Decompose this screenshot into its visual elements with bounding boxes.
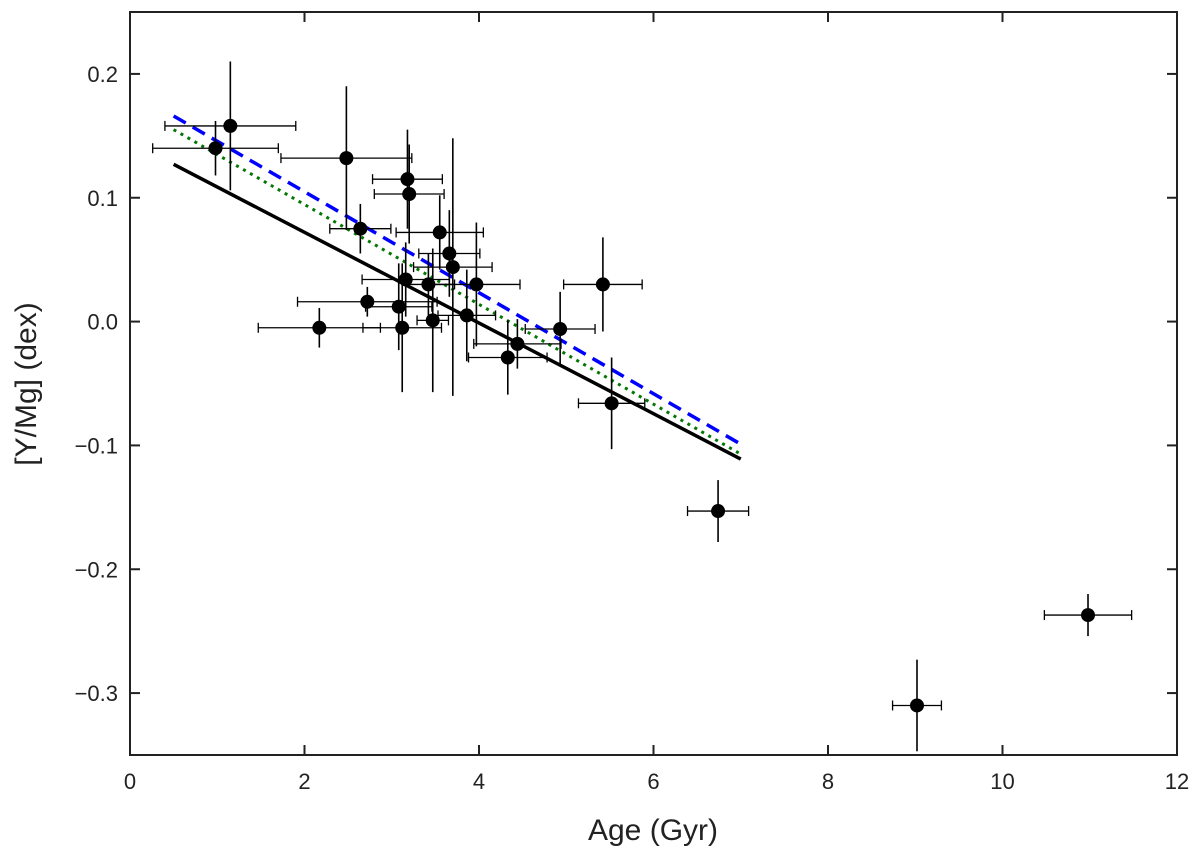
y-tick-label: −0.2 — [75, 557, 118, 582]
x-tick-labels: 0 2 4 6 8 10 12 — [124, 769, 1189, 794]
x-tick-label: 6 — [647, 769, 659, 794]
fit-dotted-line — [172, 128, 742, 456]
data-point — [425, 313, 440, 328]
data-point — [402, 187, 417, 202]
x-tick-label: 10 — [990, 769, 1014, 794]
data-point — [459, 308, 474, 323]
data-point — [395, 320, 410, 335]
data-point — [553, 322, 568, 337]
y-axis-label: [Y/Mg] (dex) — [10, 302, 43, 465]
data-point — [432, 225, 447, 240]
y-tick-label: 0.1 — [87, 186, 118, 211]
data-point — [604, 396, 619, 411]
data-point — [360, 294, 375, 309]
x-tick-label: 0 — [124, 769, 136, 794]
data-point — [442, 246, 457, 261]
data-point — [400, 172, 415, 187]
y-tick-label: 0.0 — [87, 310, 118, 335]
data-point — [208, 141, 223, 156]
data-point — [445, 260, 460, 275]
data-point — [500, 350, 515, 365]
data-point — [339, 151, 354, 166]
data-point — [510, 336, 525, 351]
data-point — [711, 504, 726, 519]
y-tick-label: −0.1 — [75, 433, 118, 458]
x-tick-label: 2 — [298, 769, 310, 794]
axis-ticks — [129, 12, 1178, 755]
plot-background — [130, 12, 1177, 755]
fit-solid-line — [172, 162, 742, 461]
data-points — [208, 118, 1096, 713]
x-axis-label: Age (Gyr) — [588, 814, 718, 847]
x-tick-label: 12 — [1165, 769, 1189, 794]
data-point — [398, 272, 413, 287]
y-tick-labels: −0.3 −0.2 −0.1 0.0 0.1 0.2 — [75, 62, 118, 706]
data-point — [909, 698, 924, 713]
data-point — [353, 221, 368, 236]
data-point — [421, 277, 436, 292]
y-tick-label: 0.2 — [87, 62, 118, 87]
y-tick-label: −0.3 — [75, 681, 118, 706]
data-point — [223, 118, 238, 133]
data-point — [312, 320, 327, 335]
data-point — [469, 277, 484, 292]
x-tick-label: 8 — [822, 769, 834, 794]
data-point — [391, 299, 406, 314]
x-tick-label: 4 — [473, 769, 485, 794]
data-point — [595, 277, 610, 292]
data-point — [1081, 608, 1096, 623]
fit-lines — [172, 114, 742, 461]
